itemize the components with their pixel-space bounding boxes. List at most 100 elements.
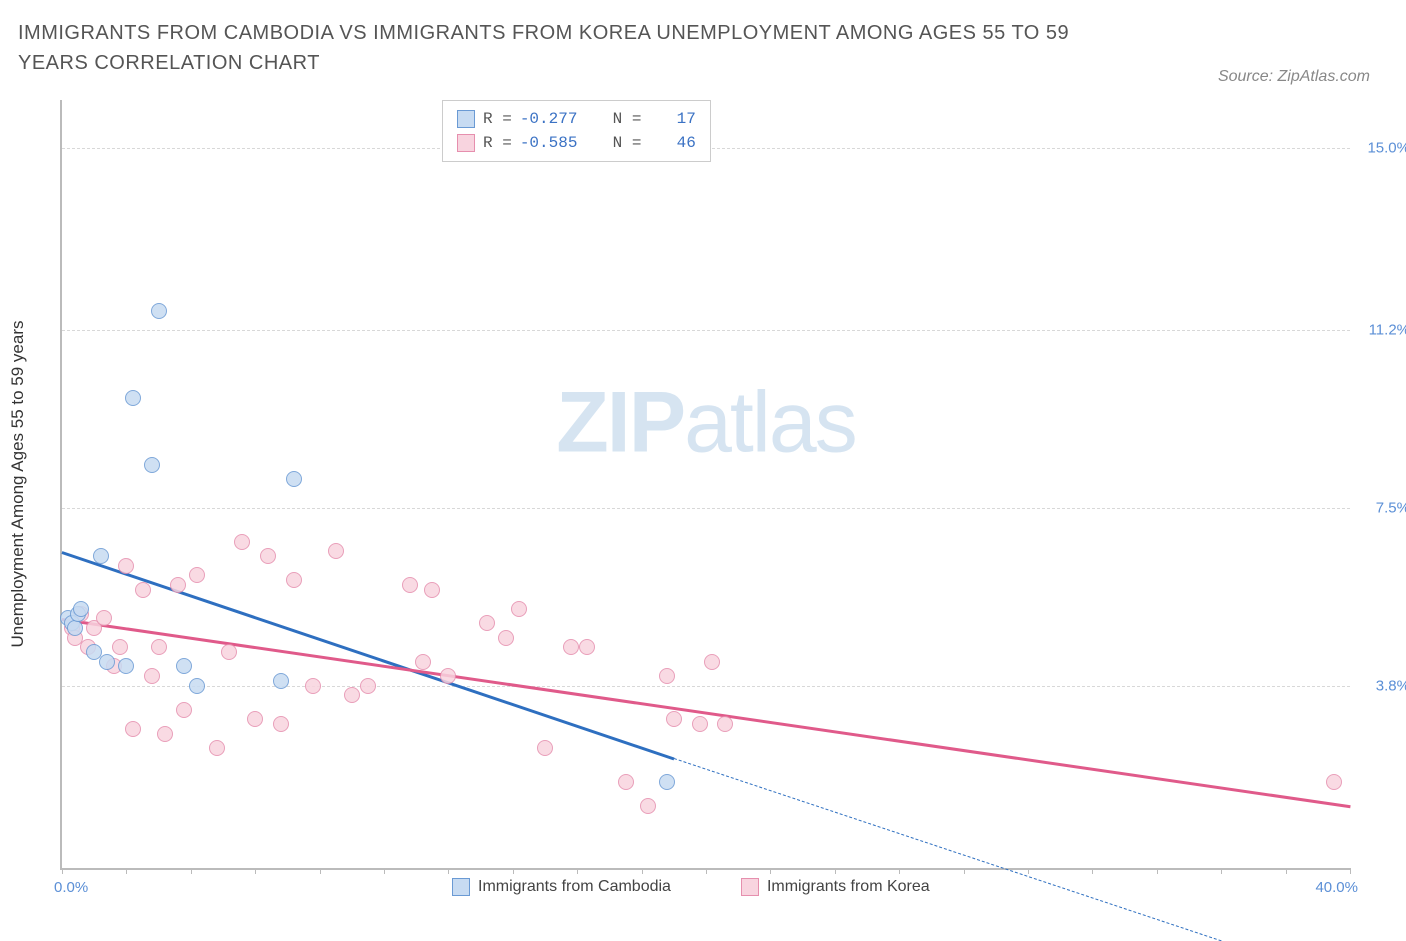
data-point	[118, 558, 134, 574]
gridline	[62, 686, 1350, 687]
data-point	[125, 390, 141, 406]
scatter-chart: ZIPatlas R = -0.277 N = 17 R = -0.585 N …	[60, 100, 1350, 870]
y-tick: 7.5%	[1355, 500, 1406, 517]
x-tick-mark	[191, 868, 192, 874]
data-point	[402, 577, 418, 593]
data-point	[579, 639, 595, 655]
legend-stats-row-cambodia: R = -0.277 N = 17	[457, 107, 696, 131]
data-point	[151, 639, 167, 655]
data-point	[189, 678, 205, 694]
x-tick-mark	[835, 868, 836, 874]
series-label-korea: Immigrants from Korea	[767, 878, 930, 896]
data-point	[234, 534, 250, 550]
page-title: IMMIGRANTS FROM CAMBODIA VS IMMIGRANTS F…	[18, 18, 1118, 78]
x-tick-mark	[1350, 868, 1351, 874]
n-label: N =	[613, 107, 642, 131]
n-value-cambodia: 17	[677, 107, 696, 131]
plot-area: ZIPatlas R = -0.277 N = 17 R = -0.585 N …	[60, 100, 1350, 870]
n-value-korea: 46	[677, 131, 696, 155]
data-point	[176, 702, 192, 718]
data-point	[118, 658, 134, 674]
x-tick-min: 0.0%	[54, 879, 88, 896]
data-point	[125, 721, 141, 737]
data-point	[247, 711, 263, 727]
x-tick-mark	[255, 868, 256, 874]
data-point	[640, 798, 656, 814]
x-tick-mark	[1221, 868, 1222, 874]
data-point	[704, 654, 720, 670]
x-tick-mark	[1157, 868, 1158, 874]
gridline	[62, 330, 1350, 331]
x-tick-mark	[126, 868, 127, 874]
data-point	[135, 582, 151, 598]
legend-stats-row-korea: R = -0.585 N = 46	[457, 131, 696, 155]
x-tick-mark	[964, 868, 965, 874]
x-tick-mark	[770, 868, 771, 874]
data-point	[328, 543, 344, 559]
data-point	[659, 774, 675, 790]
data-point	[479, 615, 495, 631]
data-point	[692, 716, 708, 732]
data-point	[537, 740, 553, 756]
x-tick-mark	[706, 868, 707, 874]
data-point	[221, 644, 237, 660]
data-point	[305, 678, 321, 694]
x-tick-mark	[448, 868, 449, 874]
trend-line	[674, 758, 1222, 941]
x-tick-mark	[577, 868, 578, 874]
x-tick-mark	[1028, 868, 1029, 874]
data-point	[563, 639, 579, 655]
x-tick-mark	[320, 868, 321, 874]
x-tick-mark	[62, 868, 63, 874]
swatch-korea-icon	[741, 878, 759, 896]
x-tick-mark	[642, 868, 643, 874]
data-point	[511, 601, 527, 617]
y-axis-label: Unemployment Among Ages 55 to 59 years	[8, 321, 28, 648]
data-point	[67, 620, 83, 636]
data-point	[144, 668, 160, 684]
gridline	[62, 508, 1350, 509]
data-point	[273, 716, 289, 732]
data-point	[260, 548, 276, 564]
data-point	[112, 639, 128, 655]
watermark-light: atlas	[684, 374, 856, 470]
data-point	[286, 572, 302, 588]
data-point	[189, 567, 205, 583]
data-point	[344, 687, 360, 703]
data-point	[424, 582, 440, 598]
swatch-korea-icon	[457, 134, 475, 152]
data-point	[440, 668, 456, 684]
data-point	[144, 457, 160, 473]
source-attribution: Source: ZipAtlas.com	[1218, 68, 1370, 86]
swatch-cambodia-icon	[457, 110, 475, 128]
data-point	[209, 740, 225, 756]
x-tick-mark	[1286, 868, 1287, 874]
legend-item-cambodia: Immigrants from Cambodia	[452, 878, 671, 896]
swatch-cambodia-icon	[452, 878, 470, 896]
legend-stats: R = -0.277 N = 17 R = -0.585 N = 46	[442, 100, 711, 162]
trend-line	[62, 551, 675, 760]
r-value-korea: -0.585	[520, 131, 578, 155]
data-point	[157, 726, 173, 742]
data-point	[170, 577, 186, 593]
data-point	[93, 548, 109, 564]
series-label-cambodia: Immigrants from Cambodia	[478, 878, 671, 896]
data-point	[273, 673, 289, 689]
data-point	[1326, 774, 1342, 790]
y-tick: 11.2%	[1355, 322, 1406, 339]
data-point	[73, 601, 89, 617]
y-tick: 15.0%	[1355, 140, 1406, 157]
data-point	[176, 658, 192, 674]
data-point	[99, 654, 115, 670]
x-tick-mark	[1092, 868, 1093, 874]
legend-series: Immigrants from Cambodia Immigrants from…	[452, 878, 930, 896]
data-point	[498, 630, 514, 646]
data-point	[717, 716, 733, 732]
r-label: R =	[483, 107, 512, 131]
watermark-bold: ZIP	[556, 374, 684, 470]
data-point	[415, 654, 431, 670]
n-label: N =	[613, 131, 642, 155]
data-point	[659, 668, 675, 684]
r-label: R =	[483, 131, 512, 155]
x-tick-mark	[384, 868, 385, 874]
